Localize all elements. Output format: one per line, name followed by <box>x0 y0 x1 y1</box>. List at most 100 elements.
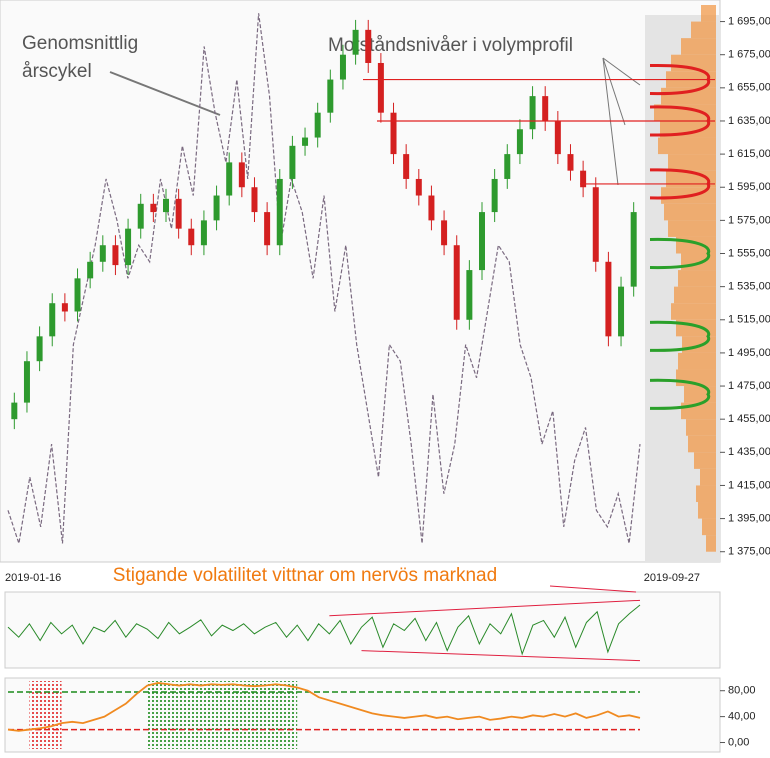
volume-bar <box>681 253 716 271</box>
candle-body <box>339 54 346 80</box>
candle-body <box>529 96 536 130</box>
candle-body <box>314 112 321 138</box>
candle-body <box>200 220 207 246</box>
candle-body <box>11 402 18 420</box>
candle-body <box>466 270 473 320</box>
candle-body <box>163 198 169 213</box>
volume-bar <box>691 21 716 39</box>
candle-body <box>453 245 460 320</box>
volume-bar <box>702 518 716 536</box>
y-tick-label: 1 375,00 <box>728 546 770 558</box>
volume-bar <box>664 203 716 221</box>
volume-bar <box>686 419 716 436</box>
y-tick-label: 1 615,00 <box>728 148 770 160</box>
y-tick-label: 80,00 <box>728 685 756 697</box>
y-tick-label: 1 435,00 <box>728 446 770 458</box>
candle-body <box>592 187 599 262</box>
candle-body <box>226 162 233 196</box>
candle-body <box>276 178 283 246</box>
candle-body <box>188 228 195 246</box>
volume-bar <box>696 485 716 503</box>
annotation: Stigande volatilitet vittnar om nervös m… <box>113 565 497 586</box>
line <box>7 682 641 732</box>
candle-body <box>238 162 245 188</box>
y-tick-label: 1 535,00 <box>728 281 770 293</box>
candle-body <box>542 96 549 121</box>
y-tick-label: 1 675,00 <box>728 49 770 61</box>
trend-line <box>329 599 641 617</box>
candle-body <box>352 29 359 55</box>
candle-body <box>289 145 296 179</box>
zone <box>29 681 62 749</box>
candle-body <box>618 286 625 337</box>
pointer <box>549 585 637 593</box>
trend-line <box>361 650 641 662</box>
annotation: Motståndsnivåer i volymprofil <box>328 35 573 56</box>
main-panel <box>0 0 721 563</box>
y-tick-label: 1 415,00 <box>728 479 770 491</box>
candle-body <box>428 195 435 221</box>
y-tick-label: 0,00 <box>728 736 749 748</box>
candle-body <box>441 220 448 246</box>
candle-body <box>415 178 422 196</box>
volume-bar <box>658 137 716 155</box>
volume-bar <box>706 535 716 552</box>
candle-body <box>112 245 119 266</box>
candle-body <box>516 129 523 155</box>
candle-body <box>150 203 157 213</box>
y-tick-label: 1 395,00 <box>728 512 770 524</box>
candle-body <box>377 62 384 113</box>
candle-body <box>390 112 397 155</box>
volume-bar <box>668 220 716 237</box>
y-tick-label: 1 695,00 <box>728 15 770 27</box>
candle-body <box>213 195 220 221</box>
candle-body <box>580 170 587 188</box>
y-tick-label: 1 555,00 <box>728 247 770 259</box>
volume-bar <box>674 286 716 304</box>
y-tick-label: 1 575,00 <box>728 214 770 226</box>
volume-bar <box>698 502 716 519</box>
x-label: 2019-01-16 <box>5 572 61 584</box>
candle-body <box>137 203 144 229</box>
candle-body <box>630 212 637 287</box>
candle-body <box>554 120 561 155</box>
level-curve <box>649 238 711 270</box>
candle-body <box>365 29 372 63</box>
volume-bar <box>684 386 716 403</box>
candle-body <box>36 336 43 362</box>
volume-bar <box>678 270 716 287</box>
candle-body <box>49 303 56 337</box>
candle-body <box>479 212 485 271</box>
y-tick-label: 1 515,00 <box>728 314 770 326</box>
volume-bar <box>681 38 716 55</box>
candle-body <box>264 212 271 246</box>
indicator-panel <box>4 677 721 753</box>
candle-body <box>74 278 81 312</box>
candle-body <box>491 178 498 213</box>
candle-body <box>61 303 68 312</box>
volume-bar <box>678 352 716 370</box>
y-tick-label: 1 475,00 <box>728 380 770 392</box>
candle-body <box>23 361 30 403</box>
level-curve <box>649 320 711 352</box>
candle-body <box>251 187 258 213</box>
candle-body <box>567 154 574 171</box>
candle-body <box>504 154 511 179</box>
y-tick-label: 40,00 <box>728 711 756 723</box>
candle-body <box>125 228 132 266</box>
volume-bar <box>694 452 716 469</box>
candle-body <box>99 245 106 262</box>
volume-bar <box>688 435 716 453</box>
annotation: årscykel <box>22 61 92 82</box>
y-tick-label: 1 455,00 <box>728 413 770 425</box>
y-tick-label: 1 595,00 <box>728 181 770 193</box>
annotation: Genomsnittlig <box>22 33 138 54</box>
volume-bar <box>671 303 716 320</box>
y-tick-label: 1 655,00 <box>728 82 770 94</box>
candle-body <box>302 137 309 146</box>
x-label: 2019-09-27 <box>644 572 700 584</box>
y-tick-label: 1 495,00 <box>728 347 770 359</box>
candle-body <box>605 261 612 337</box>
volume-bar <box>668 154 716 171</box>
